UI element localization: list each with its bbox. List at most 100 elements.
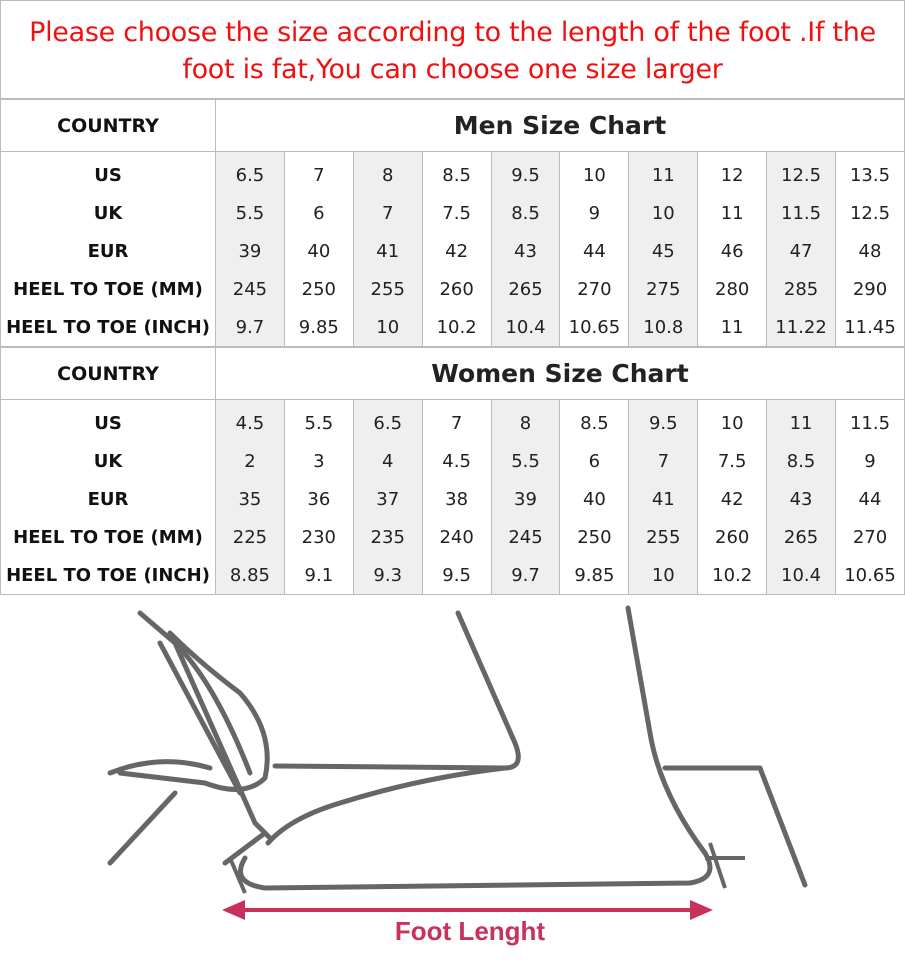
- size-cell: 240: [421, 518, 492, 556]
- size-cell: 275: [628, 270, 699, 308]
- size-cell: 10: [559, 151, 630, 194]
- size-cell: 41: [628, 480, 699, 518]
- size-cell: 6.5: [352, 399, 423, 442]
- size-cell: 11: [628, 151, 699, 194]
- size-cell: 10: [628, 556, 699, 595]
- size-cell: 7: [628, 442, 699, 480]
- size-row: UK 2 3 4 4.5 5.5 6 7 7.5 8.5 9: [0, 442, 905, 480]
- size-cell: 44: [835, 480, 905, 518]
- size-cell: 9: [835, 442, 905, 480]
- size-cell: 6: [283, 194, 354, 232]
- size-cell: 36: [283, 480, 354, 518]
- size-cell: 290: [835, 270, 905, 308]
- size-cell: 42: [697, 480, 768, 518]
- size-row: HEEL TO TOE (MM) 245 250 255 260 265 270 275 280…: [0, 270, 905, 308]
- size-cell: 7: [421, 399, 492, 442]
- row-label: HEEL TO TOE (MM): [0, 270, 216, 308]
- size-cell: 11.45: [835, 308, 905, 347]
- size-cell: 9.5: [421, 556, 492, 595]
- size-cell: 260: [421, 270, 492, 308]
- row-label: EUR: [0, 232, 216, 270]
- size-cell: 285: [766, 270, 837, 308]
- size-cell: 4.5: [215, 399, 285, 442]
- size-cell: 35: [215, 480, 285, 518]
- size-row: US 6.5 7 8 8.5 9.5 10 11 12 12.5 13.5: [0, 151, 905, 194]
- size-cell: 4.5: [421, 442, 492, 480]
- size-row: HEEL TO TOE (INCH) 9.7 9.85 10 10.2 10.4 10.65…: [0, 308, 905, 347]
- size-cell: 8.85: [215, 556, 285, 595]
- size-cell: 245: [215, 270, 285, 308]
- size-cell: 255: [628, 518, 699, 556]
- size-cell: 265: [490, 270, 561, 308]
- foot-top-outline: [265, 765, 508, 846]
- size-cell: 9.7: [490, 556, 561, 595]
- size-cell: 9.85: [559, 556, 630, 595]
- pencil-outline: [137, 610, 273, 841]
- size-cell: 41: [352, 232, 423, 270]
- size-cell: 8.5: [766, 442, 837, 480]
- size-cell: 7.5: [421, 194, 492, 232]
- hand-outline: [107, 630, 270, 866]
- country-header: COUNTRY: [0, 99, 216, 152]
- size-cell: 8.5: [559, 399, 630, 442]
- size-cell: 9.7: [215, 308, 285, 347]
- foot-length-caption: Foot Lenght: [395, 916, 546, 946]
- row-label: US: [0, 151, 216, 194]
- size-cell: 11.22: [766, 308, 837, 347]
- chart-title: Women Size Chart: [215, 347, 905, 400]
- row-label: UK: [0, 442, 216, 480]
- size-cell: 10.2: [697, 556, 768, 595]
- size-cell: 270: [559, 270, 630, 308]
- size-cell: 10.2: [421, 308, 492, 347]
- size-cell: 38: [421, 480, 492, 518]
- size-cell: 9.85: [283, 308, 354, 347]
- row-label: US: [0, 399, 216, 442]
- size-cell: 10.8: [628, 308, 699, 347]
- leg-front-outline: [272, 610, 521, 771]
- size-cell: 44: [559, 232, 630, 270]
- size-cell: 265: [766, 518, 837, 556]
- size-cell: 280: [697, 270, 768, 308]
- size-cell: 10.65: [559, 308, 630, 347]
- size-row: UK 5.5 6 7 7.5 8.5 9 10 11 11.5 12.5: [0, 194, 905, 232]
- size-cell: 12: [697, 151, 768, 194]
- size-cell: 39: [490, 480, 561, 518]
- size-cell: 5.5: [215, 194, 285, 232]
- size-cell: 11.5: [835, 399, 905, 442]
- size-cell: 13.5: [835, 151, 905, 194]
- size-cell: 250: [559, 518, 630, 556]
- size-cell: 245: [490, 518, 561, 556]
- size-cell: 47: [766, 232, 837, 270]
- size-cell: 8.5: [490, 194, 561, 232]
- size-cell: 260: [697, 518, 768, 556]
- size-cell: 48: [835, 232, 905, 270]
- row-label: EUR: [0, 480, 216, 518]
- size-row: HEEL TO TOE (INCH) 8.85 9.1 9.3 9.5 9.7 9.85 10…: [0, 556, 905, 595]
- size-cell: 45: [628, 232, 699, 270]
- size-cell: 11.5: [766, 194, 837, 232]
- size-cell: 11: [697, 308, 768, 347]
- size-cell: 10.65: [835, 556, 905, 595]
- size-cell: 43: [766, 480, 837, 518]
- size-cell: 6.5: [215, 151, 285, 194]
- size-cell: 11: [697, 194, 768, 232]
- size-cell: 5.5: [490, 442, 561, 480]
- chart-title: Men Size Chart: [215, 99, 905, 152]
- size-cell: 255: [352, 270, 423, 308]
- size-cell: 10: [628, 194, 699, 232]
- floor-line: [662, 765, 808, 888]
- size-cell: 9.5: [490, 151, 561, 194]
- size-cell: 40: [283, 232, 354, 270]
- size-cell: 7: [283, 151, 354, 194]
- size-cell: 12.5: [766, 151, 837, 194]
- size-cell: 9.5: [628, 399, 699, 442]
- size-cell: 225: [215, 518, 285, 556]
- size-cell: 6: [559, 442, 630, 480]
- row-label: UK: [0, 194, 216, 232]
- size-cell: 3: [283, 442, 354, 480]
- foot-length-arrow: [222, 900, 713, 920]
- row-label: HEEL TO TOE (INCH): [0, 308, 216, 347]
- size-row: HEEL TO TOE (MM) 225 230 235 240 245 250 255 260…: [0, 518, 905, 556]
- men-size-table: COUNTRY Men Size Chart US 6.5 7 8 8.5 9.5 10 11 12…: [0, 99, 905, 347]
